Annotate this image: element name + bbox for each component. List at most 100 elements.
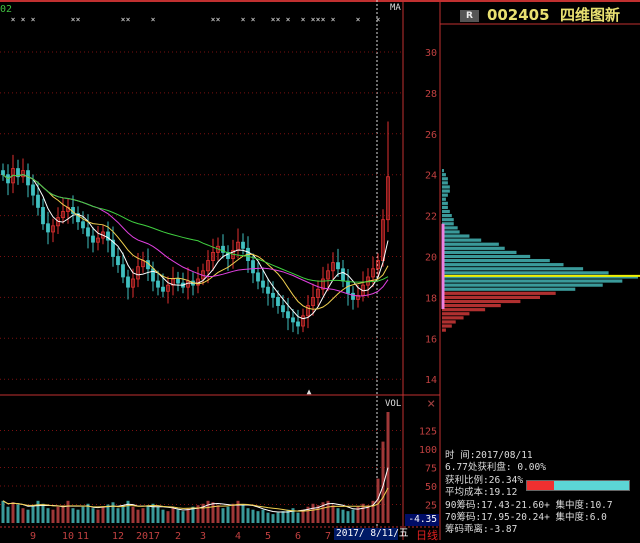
candle <box>96 237 100 243</box>
chip-bar <box>442 267 584 271</box>
chip-bar <box>442 320 456 324</box>
candle <box>76 213 80 223</box>
candle <box>121 264 125 278</box>
event-marker-icon: × <box>316 15 321 24</box>
candle <box>161 286 165 292</box>
price-tick-label: 28 <box>425 89 437 100</box>
chip-bar <box>442 238 482 242</box>
chip-bar <box>442 250 517 255</box>
profit-ratio: 获利比例:26.34% <box>445 474 524 486</box>
stock-code: 002405 <box>486 6 550 24</box>
volume-bar <box>101 506 105 523</box>
vol-tick-label: 125 <box>419 427 437 438</box>
chip-bar <box>442 275 638 279</box>
chip-bar <box>442 295 540 299</box>
volume-bar <box>331 505 335 523</box>
volume-bar <box>156 506 160 523</box>
ma-label[interactable]: MA <box>390 3 401 13</box>
date-tick-label: 12 <box>112 531 124 540</box>
volume-bar <box>131 506 135 523</box>
volume-bar <box>186 508 190 523</box>
chip-bar <box>442 279 623 283</box>
volume-bar <box>376 478 380 523</box>
volume-bar <box>81 506 85 523</box>
candle <box>166 284 170 292</box>
date-tick-label: 3 <box>200 531 206 540</box>
event-marker-icon: × <box>211 15 216 24</box>
date-tick-label: 2017 <box>136 531 160 540</box>
volume-bar <box>86 503 90 523</box>
chip-bar <box>442 312 470 316</box>
volume-bar <box>276 512 280 523</box>
candle <box>36 194 40 208</box>
volume-bar <box>56 506 60 523</box>
volume-bar <box>326 500 330 523</box>
chip-bar <box>442 197 446 201</box>
volume-bar <box>336 508 340 523</box>
volume-bar <box>366 505 370 523</box>
candle <box>106 231 110 241</box>
volume-bar <box>146 505 150 523</box>
volume-bar <box>31 505 35 523</box>
chip-bar <box>442 214 452 218</box>
chip-70: 70筹码:17.95-20.24+ 集中度:6.0 <box>445 512 607 524</box>
volume-bar <box>361 503 365 523</box>
date-tick-label: 4 <box>235 531 241 540</box>
volume-bar <box>96 509 100 523</box>
volume-bar <box>246 508 250 523</box>
volume-bar <box>251 509 255 523</box>
event-marker-icon: × <box>376 15 381 24</box>
period-selector[interactable]: 日线 <box>416 529 438 542</box>
candle <box>331 262 335 272</box>
event-marker-icon: × <box>301 15 306 24</box>
volume-bar <box>111 502 115 523</box>
volume-bar <box>51 509 55 523</box>
candle <box>281 305 285 313</box>
volume-bar <box>26 509 30 523</box>
chip-bar <box>442 283 603 287</box>
volume-bar <box>141 508 145 523</box>
candle <box>111 239 115 257</box>
event-marker-icon: × <box>321 15 326 24</box>
volume-bar <box>91 508 95 523</box>
chip-90: 90筹码:17.43-21.60+ 集中度:10.7 <box>445 499 613 511</box>
candle <box>341 268 345 282</box>
chip-bar <box>442 218 454 222</box>
chip-bar <box>442 316 464 320</box>
candle <box>41 207 45 225</box>
volume-bar <box>381 441 385 523</box>
chip-bar <box>442 246 505 250</box>
volume-bar <box>236 500 240 523</box>
event-marker-icon: × <box>126 15 131 24</box>
event-marker-icon: × <box>11 15 16 24</box>
chip-bar <box>442 287 576 291</box>
candle <box>31 184 35 196</box>
candle <box>16 168 20 178</box>
volume-bar <box>281 511 285 523</box>
volume-bar <box>176 509 180 523</box>
candle <box>116 256 120 266</box>
volume-bar <box>36 500 40 523</box>
event-marker-icon: × <box>356 15 361 24</box>
vol-tick-label: 75 <box>425 464 437 475</box>
volume-bar <box>386 412 390 523</box>
event-marker-icon: × <box>251 15 256 24</box>
volume-bar <box>16 504 20 523</box>
date-tick-label: 7 <box>325 531 331 540</box>
date-tick-label: 10 <box>62 531 74 540</box>
volume-bar <box>341 509 345 523</box>
event-marker-icon: × <box>216 15 221 24</box>
event-marker-icon: × <box>21 15 26 24</box>
volume-bar <box>121 505 125 523</box>
candle <box>126 276 130 288</box>
profit-at-price: 6.77处获利盘: 0.00% <box>445 462 546 474</box>
candle <box>286 311 290 319</box>
chip-bar <box>442 299 521 304</box>
event-marker-icon: × <box>31 15 36 24</box>
chip-bar <box>442 324 452 328</box>
volume-bar <box>6 506 10 523</box>
close-icon[interactable]: × <box>427 396 436 412</box>
candle <box>251 260 255 274</box>
volume-bar <box>136 509 140 523</box>
